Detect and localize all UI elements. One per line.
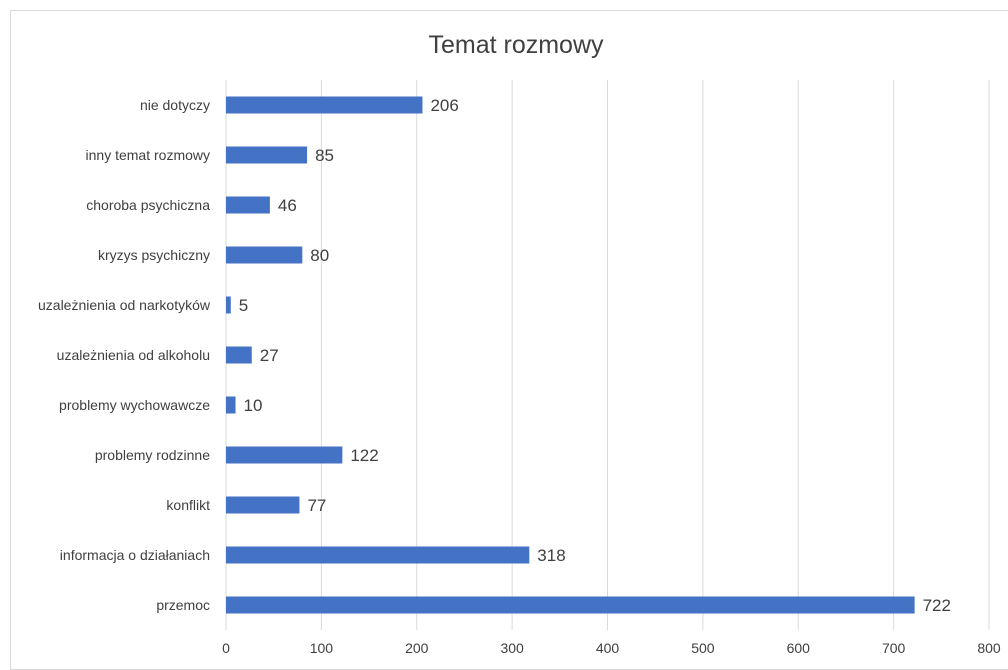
data-label: 77 (307, 496, 326, 515)
data-label: 722 (923, 596, 951, 615)
category-labels: nie dotyczy inny temat rozmowy choroba psy… (38, 97, 211, 613)
data-label: 80 (310, 246, 329, 265)
x-tick-label: 800 (977, 640, 1001, 656)
category-label: konflikt (166, 497, 210, 513)
bar (226, 546, 530, 564)
category-label: uzależnienia od narkotyków (38, 297, 211, 313)
data-label: 5 (239, 296, 248, 315)
data-label: 46 (278, 196, 297, 215)
x-axis-tick-labels: 0 100 200 300 400 500 600 700 800 (222, 640, 1001, 656)
x-tick-label: 700 (882, 640, 906, 656)
category-label: przemoc (156, 597, 210, 613)
bar (226, 296, 231, 314)
category-label: problemy wychowawcze (59, 397, 210, 413)
x-tick-label: 100 (310, 640, 334, 656)
category-label: informacja o działaniach (60, 547, 210, 563)
bar (226, 146, 308, 164)
x-tick-label: 300 (500, 640, 524, 656)
data-labels: 206 85 46 80 5 27 10 122 77 318 722 (239, 96, 951, 615)
bar (226, 496, 300, 514)
x-tick-label: 500 (691, 640, 715, 656)
category-label: problemy rodzinne (95, 447, 210, 463)
data-label: 27 (260, 346, 279, 365)
data-label: 206 (430, 96, 458, 115)
x-tick-label: 400 (596, 640, 620, 656)
category-label: inny temat rozmowy (86, 147, 210, 163)
bars (226, 96, 915, 614)
bar (226, 246, 303, 264)
category-label: nie dotyczy (140, 97, 210, 113)
x-tick-label: 200 (405, 640, 429, 656)
bar (226, 96, 423, 114)
bar (226, 346, 252, 364)
bar (226, 396, 236, 414)
data-label: 10 (244, 396, 263, 415)
gridlines (225, 80, 990, 630)
x-tick-label: 600 (787, 640, 811, 656)
category-label: uzależnienia od alkoholu (57, 347, 210, 363)
chart-title: Temat rozmowy (428, 31, 604, 59)
bar (226, 446, 343, 464)
category-label: kryzys psychiczny (98, 247, 210, 263)
data-label: 85 (315, 146, 334, 165)
data-label: 122 (350, 446, 378, 465)
category-label: choroba psychiczna (86, 197, 210, 213)
x-tick-label: 0 (222, 640, 230, 656)
data-label: 318 (537, 546, 565, 565)
bar (226, 196, 270, 214)
bar (226, 596, 915, 614)
